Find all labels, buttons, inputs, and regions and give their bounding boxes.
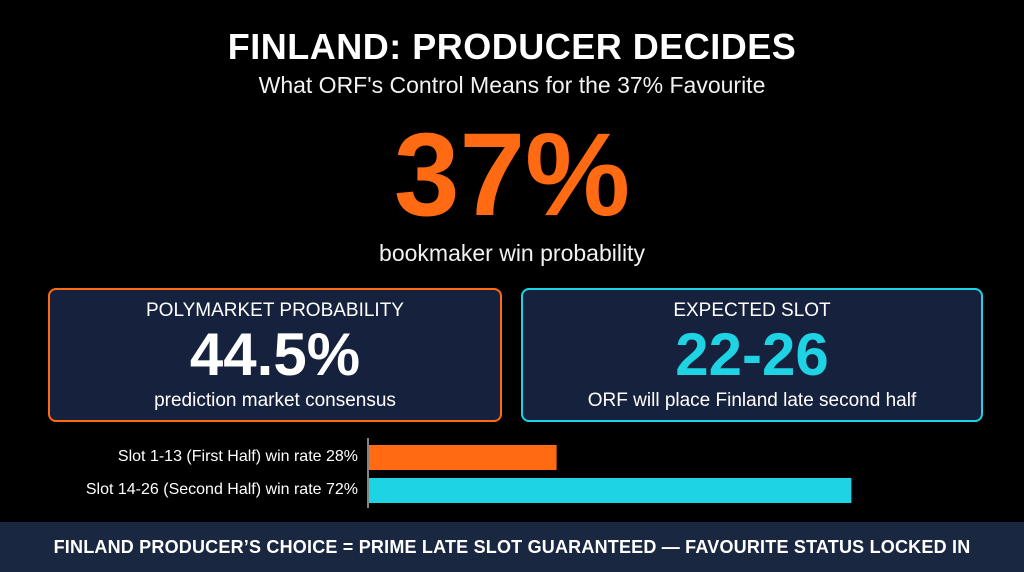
expected-slot-card: EXPECTED SLOT 22-26 ORF will place Finla… (521, 288, 983, 422)
footer-banner: FINLAND PRODUCER’S CHOICE = PRIME LATE S… (0, 522, 1024, 572)
expected-slot-caption: ORF will place Finland late second half (587, 390, 917, 411)
page-subtitle: What ORF's Control Means for the 37% Fav… (258, 72, 766, 98)
bar-label-1: Slot 1-13 (First Half) win rate 28% (118, 448, 358, 465)
expected-slot-label: EXPECTED SLOT (673, 300, 831, 321)
polymarket-value: 44.5% (189, 321, 361, 388)
bar-2 (369, 478, 852, 503)
expected-slot-value: 22-26 (675, 321, 829, 388)
slot-win-rate-chart: Slot 1-13 (First Half) win rate 28% Slot … (86, 438, 852, 508)
polymarket-label: POLYMARKET PROBABILITY (146, 300, 404, 321)
page-title: FINLAND: PRODUCER DECIDES (227, 26, 797, 67)
hero-percentage: 37% (393, 109, 631, 241)
polymarket-card: POLYMARKET PROBABILITY 44.5% prediction … (48, 288, 502, 422)
hero-caption: bookmaker win probability (379, 240, 645, 266)
bar-label-2: Slot 14-26 (Second Half) win rate 72% (86, 481, 358, 498)
bar-1 (369, 445, 557, 470)
polymarket-caption: prediction market consensus (154, 390, 396, 411)
